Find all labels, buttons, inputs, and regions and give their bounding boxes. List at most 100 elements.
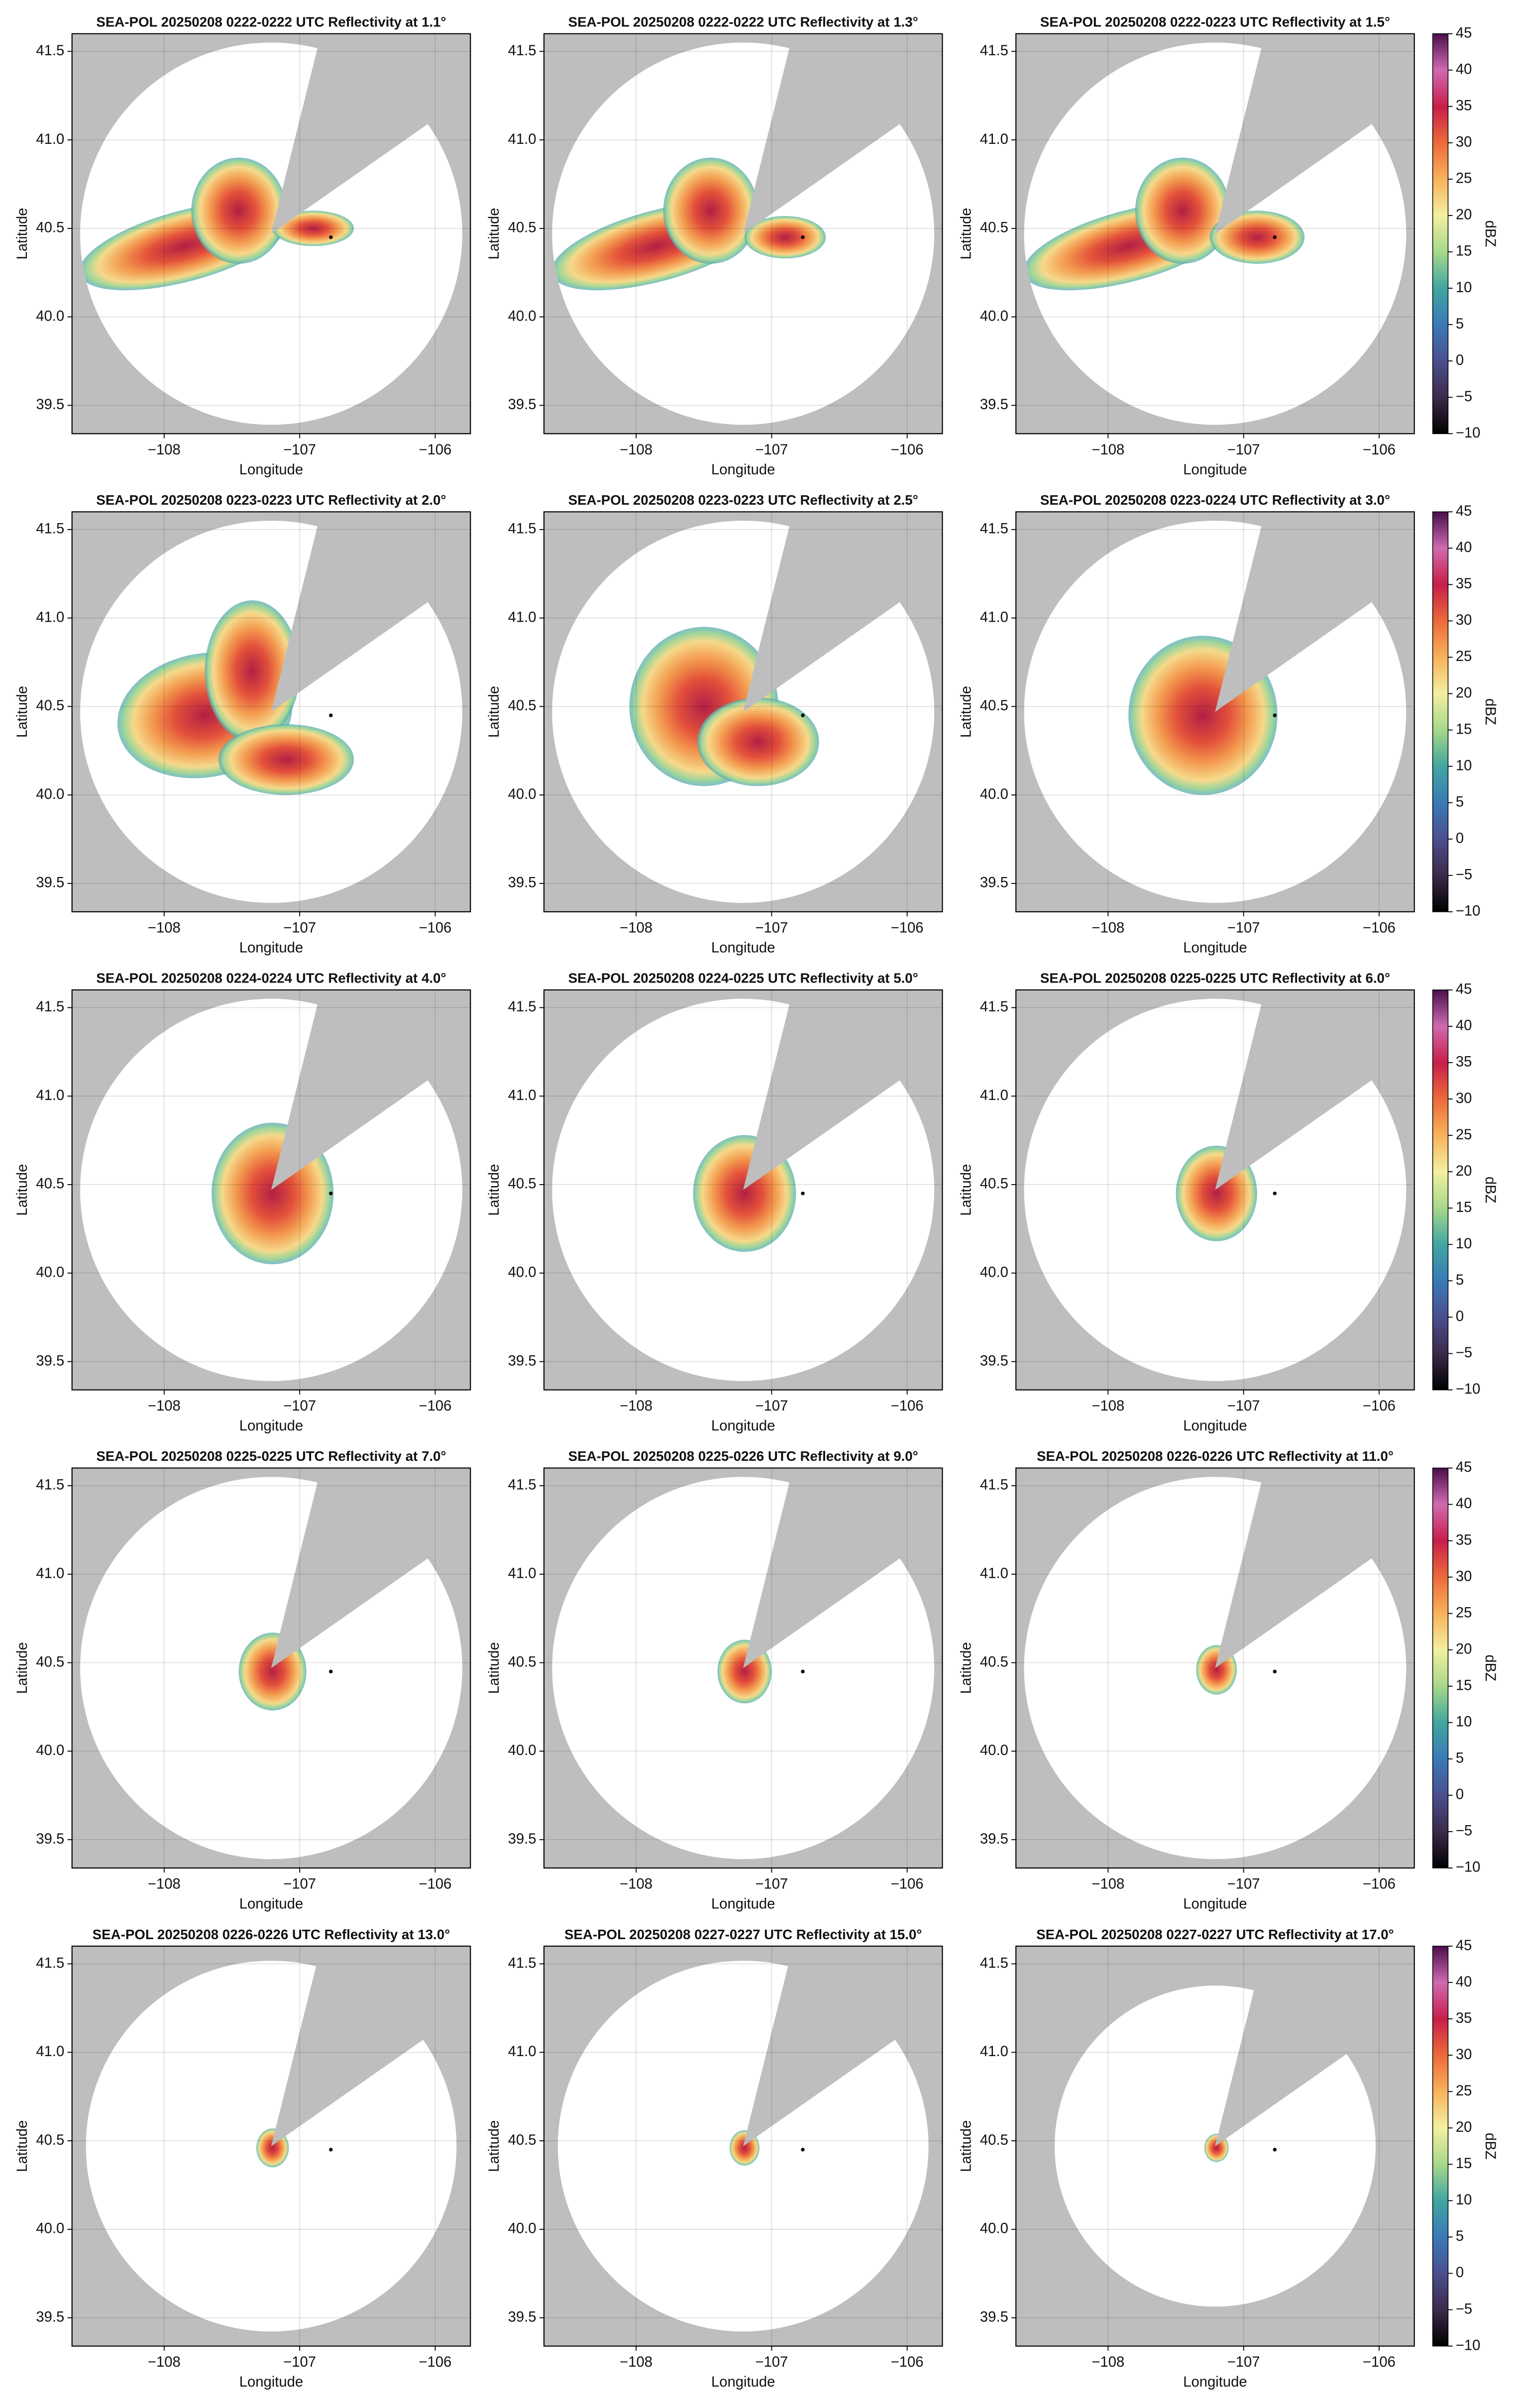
- colorbar-tick-label: 5: [1456, 1751, 1464, 1766]
- y-tick-label: 41.0: [980, 609, 1008, 625]
- x-tick-label: −108: [1091, 920, 1124, 936]
- y-tick-label: 39.5: [980, 1353, 1008, 1369]
- panel: [1016, 33, 1414, 434]
- x-tick-label: −108: [620, 2354, 652, 2370]
- x-tick-label: −106: [419, 2354, 451, 2370]
- y-tick-label: 39.5: [980, 2309, 1008, 2325]
- colorbar-tick-label: 15: [1456, 2156, 1472, 2172]
- chart-title: SEA-POL 20250208 0227-0227 UTC Reflectiv…: [564, 1927, 922, 1942]
- x-tick-label: −106: [1363, 442, 1396, 458]
- blocked-sector: [743, 1468, 943, 1668]
- x-axis-label: Longitude: [239, 940, 303, 956]
- y-tick-label: 41.0: [980, 2044, 1008, 2060]
- x-tick-label: −107: [755, 442, 788, 458]
- y-tick-label: 41.0: [508, 1088, 537, 1103]
- axes-frame: [71, 511, 471, 912]
- colorbar-tick-label: 25: [1456, 171, 1472, 187]
- colorbar-tick-label: −5: [1456, 389, 1472, 405]
- colorbar-tick-label: 45: [1456, 1938, 1472, 1954]
- x-tick-label: −108: [148, 920, 181, 936]
- y-axis-label: Latitude: [14, 208, 30, 259]
- y-tick-label: 40.0: [508, 786, 537, 802]
- y-axis-label: Latitude: [486, 2120, 502, 2172]
- y-tick-label: 40.5: [36, 698, 64, 714]
- x-tick-label: −106: [1363, 2354, 1396, 2370]
- radar-site: [329, 2148, 333, 2152]
- colorbar-tick-label: 15: [1456, 243, 1472, 259]
- y-tick-label: 40.0: [980, 308, 1008, 324]
- colorbar-tick-label: 0: [1456, 1787, 1464, 1803]
- colorbar-tick-label: 15: [1456, 1200, 1472, 1215]
- y-tick-label: 40.5: [36, 1176, 64, 1192]
- y-tick-label: 39.5: [36, 2309, 64, 2325]
- panel: [1016, 1468, 1414, 1868]
- x-tick-label: −107: [283, 442, 316, 458]
- y-tick-label: 39.5: [36, 1353, 64, 1369]
- radar-site: [801, 1669, 805, 1674]
- y-tick-label: 40.0: [508, 1743, 537, 1758]
- colorbar-tick-label: 10: [1456, 2192, 1472, 2208]
- colorbar: [1432, 511, 1449, 912]
- x-axis-label: Longitude: [711, 462, 775, 478]
- y-tick-label: 40.0: [980, 1265, 1008, 1281]
- colorbar-tick-label: −5: [1456, 867, 1472, 883]
- radar-site: [329, 713, 333, 717]
- y-axis-label: Latitude: [486, 1164, 502, 1216]
- colorbar-tick-label: 35: [1456, 576, 1472, 592]
- x-tick-label: −108: [620, 920, 652, 936]
- colorbar-tick-label: 20: [1456, 685, 1472, 701]
- echo: [663, 157, 758, 264]
- echo: [697, 697, 819, 786]
- x-tick-label: −107: [1227, 442, 1260, 458]
- colorbar-tick-label: 10: [1456, 758, 1472, 773]
- y-tick-label: 40.0: [508, 2221, 537, 2237]
- colorbar-tick-label: 0: [1456, 2265, 1464, 2281]
- x-tick-label: −106: [1363, 1876, 1396, 1892]
- y-axis-label: Latitude: [958, 2120, 974, 2172]
- panel: [1016, 989, 1414, 1390]
- colorbar-tick-label: 35: [1456, 98, 1472, 114]
- echo: [744, 216, 826, 259]
- y-tick-label: 39.5: [36, 397, 64, 413]
- y-tick-label: 41.0: [36, 131, 64, 147]
- y-tick-label: 39.5: [508, 1831, 537, 1847]
- x-axis-label: Longitude: [1183, 1418, 1247, 1434]
- colorbar-tick-label: 40: [1456, 62, 1472, 78]
- y-tick-label: 41.5: [36, 999, 64, 1015]
- y-tick-label: 40.5: [508, 220, 537, 236]
- colorbar-tick-label: 5: [1456, 2228, 1464, 2244]
- colorbar-label: dBZ: [1482, 220, 1498, 247]
- colorbar-tick-label: 15: [1456, 1677, 1472, 1693]
- blocked-sector: [1215, 989, 1414, 1190]
- y-tick-label: 40.5: [980, 220, 1008, 236]
- y-tick-label: 41.5: [980, 43, 1008, 59]
- y-tick-label: 40.5: [508, 2132, 537, 2148]
- panel: [72, 33, 471, 434]
- x-tick-label: −108: [1091, 2354, 1124, 2370]
- colorbar-tick-label: −10: [1456, 1860, 1481, 1875]
- echo-field: [117, 600, 354, 795]
- x-tick-label: −106: [891, 1876, 924, 1892]
- colorbar-label: dBZ: [1482, 698, 1498, 725]
- y-tick-label: 41.5: [980, 1477, 1008, 1493]
- blocked-sector: [271, 1946, 471, 2146]
- panel: [72, 1468, 471, 1868]
- panel: [543, 989, 943, 1390]
- y-tick-label: 40.0: [36, 308, 64, 324]
- colorbar: [1432, 1946, 1449, 2347]
- chart-title: SEA-POL 20250208 0225-0226 UTC Reflectiv…: [568, 1448, 918, 1464]
- y-tick-label: 40.5: [980, 1654, 1008, 1670]
- axes-frame: [71, 33, 471, 435]
- x-tick-label: −106: [419, 442, 451, 458]
- colorbar-tick-label: 30: [1456, 1568, 1472, 1584]
- y-tick-label: 41.5: [36, 1477, 64, 1493]
- axes-frame: [543, 33, 943, 435]
- y-axis-label: Latitude: [958, 1164, 974, 1216]
- chart-title: SEA-POL 20250208 0227-0227 UTC Reflectiv…: [1036, 1927, 1394, 1942]
- x-axis-label: Longitude: [239, 1896, 303, 1912]
- colorbar-tick-label: 20: [1456, 2119, 1472, 2135]
- y-tick-label: 40.5: [508, 1176, 537, 1192]
- y-tick-label: 40.5: [36, 1654, 64, 1670]
- colorbar: [1432, 33, 1449, 435]
